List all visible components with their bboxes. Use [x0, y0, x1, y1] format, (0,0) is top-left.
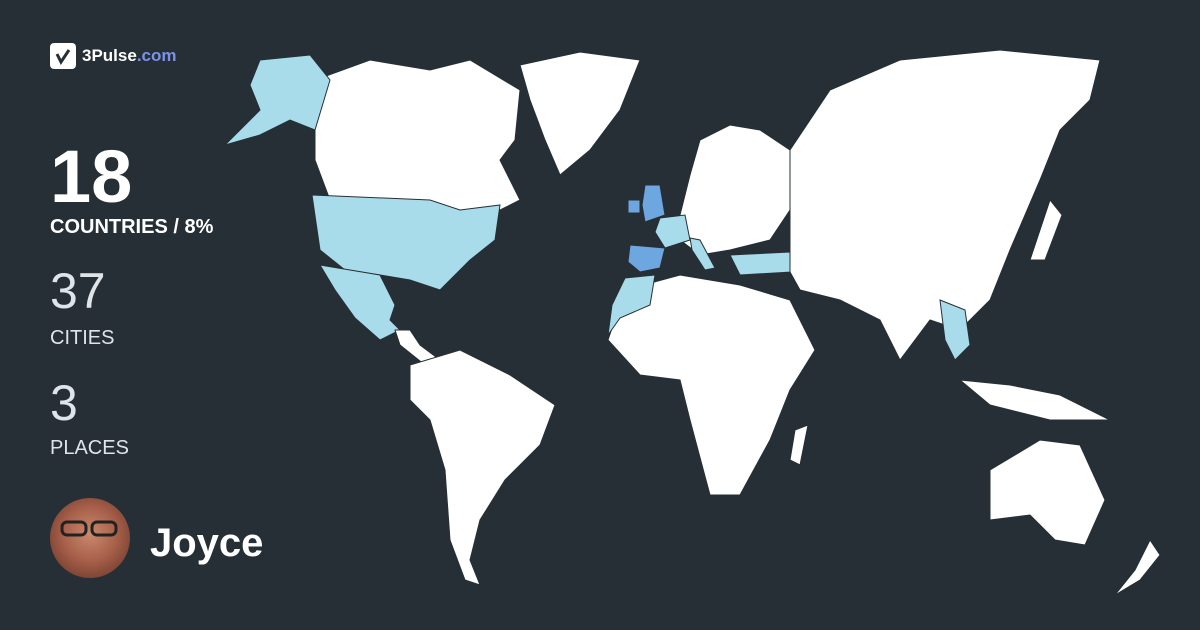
turkey: [729, 251, 793, 276]
morocco: [607, 274, 656, 336]
cities-count: 37: [50, 263, 106, 319]
madagascar: [789, 424, 809, 466]
glasses-icon: [60, 520, 118, 537]
indonesia: [958, 379, 1111, 421]
japan: [1029, 198, 1063, 261]
greenland: [519, 51, 641, 176]
countries-count: 18: [50, 135, 133, 218]
brand-domain: .com: [136, 46, 177, 65]
new-zealand: [1114, 539, 1161, 596]
alaska: [223, 54, 331, 147]
africa: [607, 274, 816, 496]
united-kingdom: [641, 184, 666, 223]
checkmark-pulse-icon: [50, 43, 76, 69]
brand-logo[interactable]: 3Pulse.com: [50, 43, 177, 69]
europe: [679, 124, 791, 256]
ireland: [627, 199, 641, 214]
countries-label: COUNTRIES / 8%: [50, 216, 214, 238]
places-label: PLACES: [50, 437, 129, 459]
south-america: [409, 349, 556, 586]
spain: [627, 244, 666, 273]
usa: [311, 194, 501, 291]
italy: [689, 237, 716, 271]
user-name: Joyce: [150, 521, 264, 565]
france: [654, 214, 691, 249]
cities-label: CITIES: [50, 327, 115, 349]
places-count: 3: [50, 375, 78, 431]
brand-name: 3Pulse: [82, 46, 137, 65]
australia: [989, 439, 1106, 546]
avatar: [50, 498, 130, 578]
asia: [789, 49, 1101, 361]
canada: [314, 59, 521, 216]
southeast-asia-visited: [939, 299, 971, 361]
